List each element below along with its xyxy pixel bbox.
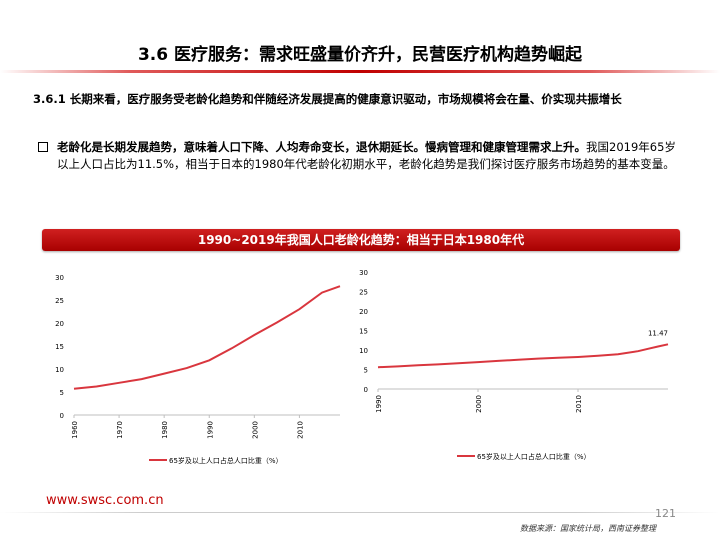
y-tick-label: 15 bbox=[359, 328, 368, 336]
x-tick-label: 2010 bbox=[296, 421, 304, 439]
legend-label: 65岁及以上人口占总人口比重（%） bbox=[169, 456, 283, 465]
chart-title-banner: 1990~2019年我国人口老龄化趋势：相当于日本1980年代 bbox=[42, 229, 680, 251]
x-tick-label: 2000 bbox=[475, 395, 483, 413]
y-tick-label: 25 bbox=[55, 297, 64, 305]
y-tick-label: 0 bbox=[364, 386, 368, 394]
y-tick-label: 15 bbox=[55, 343, 64, 351]
bullet-bold-text: 老龄化是长期发展趋势，意味着人口下降、人均寿命变长，退休期延长。慢病管理和健康管… bbox=[57, 140, 586, 154]
x-tick-label: 1990 bbox=[206, 421, 214, 439]
y-tick-label: 5 bbox=[364, 367, 368, 375]
y-tick-label: 20 bbox=[55, 320, 64, 328]
y-tick-label: 30 bbox=[359, 269, 368, 277]
y-tick-label: 20 bbox=[359, 308, 368, 316]
bullet-text: 老龄化是长期发展趋势，意味着人口下降、人均寿命变长，退休期延长。慢病管理和健康管… bbox=[57, 139, 678, 173]
x-tick-label: 1960 bbox=[71, 421, 79, 439]
y-tick-label: 30 bbox=[55, 274, 64, 282]
data-label: 11.47 bbox=[648, 329, 668, 337]
y-tick-label: 5 bbox=[60, 389, 64, 397]
bullet-normal-text: 我国2019年65岁以上人口占比为11.5%，相当于日本的1980年代老龄化初期… bbox=[57, 140, 676, 171]
data-source-note: 数据来源：国家统计局，西南证券整理 bbox=[520, 524, 656, 533]
y-tick-label: 10 bbox=[55, 366, 64, 374]
page-number: 121 bbox=[655, 507, 676, 520]
x-tick-label: 1980 bbox=[161, 421, 169, 439]
chart-japan-svg: 0 5 10 15 20 25 30 1960 1970 1980 1990 2000 2010 65岁及… bbox=[55, 274, 341, 465]
x-tick-label: 2000 bbox=[251, 421, 259, 439]
website-link[interactable]: www.swsc.com.cn bbox=[46, 493, 164, 508]
x-tick-label: 2010 bbox=[575, 395, 583, 413]
page-title: 3.6 医疗服务：需求旺盛量价齐升，民营医疗机构趋势崛起 bbox=[137, 45, 583, 65]
title-underline bbox=[0, 70, 720, 73]
chart-title: 1990~2019年我国人口老龄化趋势：相当于日本1980年代 bbox=[197, 233, 525, 247]
y-tick-label: 25 bbox=[359, 289, 368, 297]
chart-china: 0 5 10 15 20 25 30 1990 2000 2010 11.47 65岁及以上人口占总人… bbox=[352, 262, 680, 482]
series-line bbox=[73, 285, 341, 390]
footer-divider bbox=[0, 512, 720, 513]
legend-label: 65岁及以上人口占总人口比重（%） bbox=[477, 452, 591, 461]
bullet-paragraph: 老龄化是长期发展趋势，意味着人口下降、人均寿命变长，退休期延长。慢病管理和健康管… bbox=[38, 139, 678, 173]
x-tick-label: 1970 bbox=[116, 421, 124, 439]
chart-china-svg: 0 5 10 15 20 25 30 1990 2000 2010 11.47 65岁及以上人口占总人… bbox=[359, 269, 669, 461]
section-subheading: 3.6.1 长期来看，医疗服务受老龄化趋势和伴随经济发展提高的健康意识驱动，市场… bbox=[33, 92, 622, 106]
y-tick-label: 10 bbox=[359, 347, 368, 355]
x-tick-label: 1990 bbox=[375, 395, 383, 413]
checkbox-bullet-icon bbox=[38, 142, 48, 152]
chart-japan: 0 5 10 15 20 25 30 1960 1970 1980 1990 2000 2010 65岁及… bbox=[44, 262, 350, 482]
y-tick-label: 0 bbox=[60, 412, 64, 420]
series-line bbox=[377, 343, 669, 369]
